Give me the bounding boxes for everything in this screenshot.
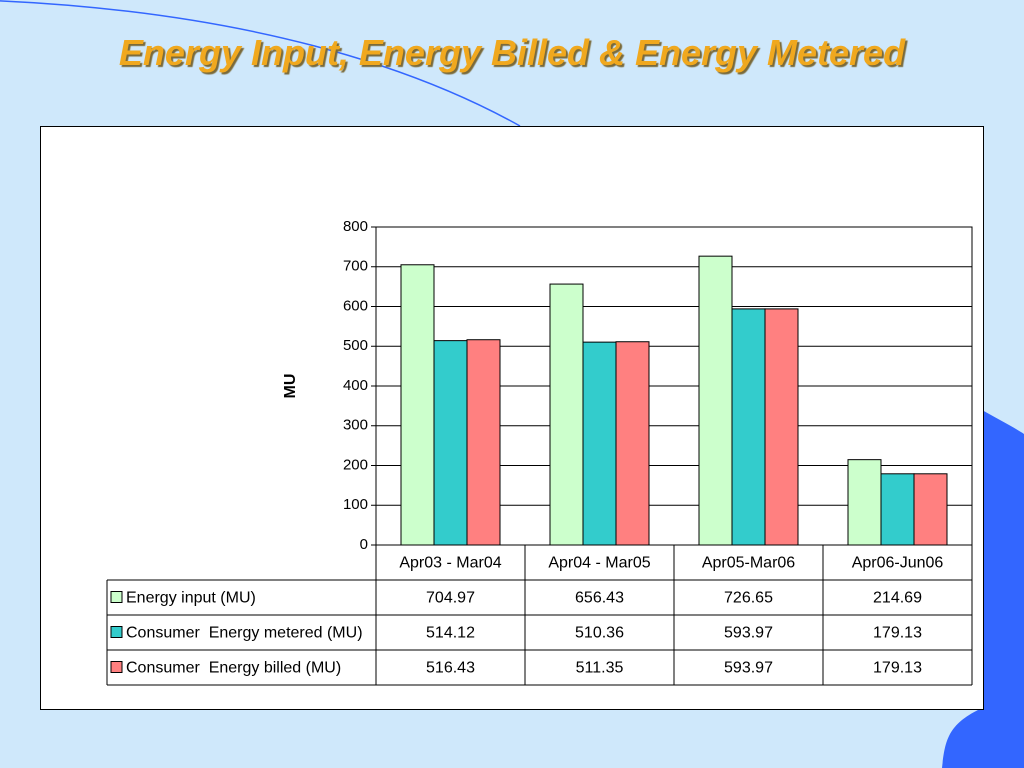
bar (913, 473, 948, 546)
bar (847, 459, 882, 546)
category-label: Apr03 - Mar04 (399, 555, 501, 572)
bar (549, 283, 584, 546)
data-value: 593.97 (724, 660, 773, 677)
bar (764, 308, 799, 546)
legend-label: Consumer Energy billed (MU) (126, 660, 341, 677)
y-axis-ticks: 0 100 200 300 400 500 600 700 800 (343, 218, 376, 553)
slide-title: Energy Input, Energy Billed & Energy Met… (118, 32, 906, 73)
data-value: 514.12 (426, 625, 475, 642)
chart-area: 0 100 200 300 400 500 600 700 800 MU Apr03 - Mar… (40, 126, 984, 710)
y-axis-label: MU (282, 374, 299, 399)
data-value: 511.35 (576, 660, 624, 677)
bar (731, 308, 766, 546)
data-table: Apr03 - Mar04 Apr04 - Mar05 Apr05-Mar06 Apr… (106, 545, 973, 686)
legend-swatch (110, 626, 123, 638)
data-value: 214.69 (873, 590, 922, 607)
legend-label: Energy input (MU) (126, 590, 256, 607)
bar-chart: 0 100 200 300 400 500 600 700 800 MU Apr03 - Mar… (106, 218, 973, 686)
y-tick-label: 100 (343, 496, 368, 513)
bars (400, 255, 948, 546)
bar (880, 473, 915, 546)
legend-swatch (110, 661, 123, 673)
category-label: Apr05-Mar06 (702, 555, 795, 572)
category-label: Apr04 - Mar05 (548, 555, 650, 572)
data-value: 516.43 (426, 660, 475, 677)
legend-swatch (110, 591, 123, 603)
data-value: 593.97 (724, 625, 773, 642)
bar (400, 264, 435, 546)
data-value: 510.36 (575, 625, 624, 642)
y-tick-label: 600 (343, 297, 368, 314)
bar (698, 255, 733, 546)
y-tick-label: 200 (343, 456, 368, 473)
data-value: 726.65 (724, 590, 773, 607)
y-tick-label: 800 (343, 218, 368, 235)
data-value: 179.13 (873, 625, 922, 642)
bar (466, 339, 501, 546)
bar (582, 341, 617, 546)
bar (615, 341, 650, 546)
data-value: 656.43 (575, 590, 624, 607)
legend-label: Consumer Energy metered (MU) (126, 625, 363, 642)
data-value: 704.97 (426, 590, 475, 607)
y-tick-label: 500 (343, 337, 368, 354)
decorative-curve (0, 0, 521, 127)
bar (433, 340, 468, 546)
y-tick-label: 700 (343, 258, 368, 275)
y-tick-label: 400 (343, 377, 368, 394)
y-tick-label: 300 (343, 417, 368, 434)
y-tick-label: 0 (360, 536, 368, 553)
data-value: 179.13 (873, 660, 922, 677)
category-label: Apr06-Jun06 (852, 555, 944, 572)
